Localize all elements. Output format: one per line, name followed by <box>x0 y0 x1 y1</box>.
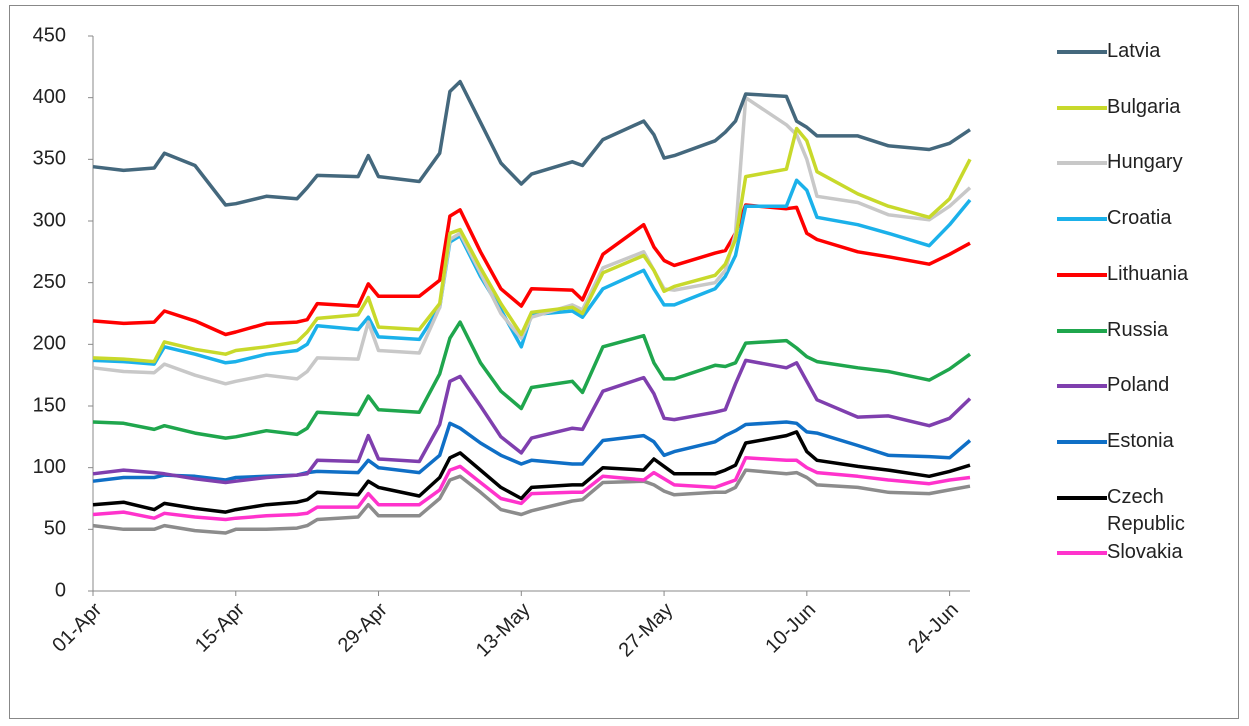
x-tick-label: 01-Apr <box>48 598 106 656</box>
legend-label: Lithuania <box>1107 262 1189 285</box>
series-line <box>92 203 971 337</box>
legend-item: Lithuania <box>1057 261 1227 288</box>
legend-swatch <box>1057 50 1107 54</box>
y-tick-label: 450 <box>33 24 66 46</box>
legend-item: Slovakia <box>1057 539 1227 566</box>
legend-label: Croatia <box>1107 207 1172 230</box>
x-tick-label: 27-May <box>615 599 678 662</box>
legend-label: Latvia <box>1107 40 1161 62</box>
legend-label: Hungary <box>1107 151 1183 174</box>
legend-label: Russia <box>1107 318 1169 341</box>
legend-item: Croatia <box>1057 205 1227 232</box>
legend-item: Hungary <box>1057 149 1227 176</box>
y-tick-label: 100 <box>33 456 66 478</box>
series-line <box>92 420 972 483</box>
legend-label: Bulgaria <box>1107 95 1181 118</box>
series-line <box>92 178 972 366</box>
legend-label: Czech Republic <box>1107 485 1185 535</box>
legend-swatch <box>1057 328 1107 333</box>
series-line <box>92 456 971 522</box>
series-line <box>92 79 971 207</box>
y-tick-label: 150 <box>33 394 66 416</box>
chart-border <box>9 5 1239 719</box>
x-tick-label: 29-Apr <box>334 598 392 656</box>
legend-swatch <box>1057 439 1107 444</box>
y-tick-label: 300 <box>33 209 66 231</box>
y-tick-label: 250 <box>33 271 66 293</box>
legend-item: Estonia <box>1057 428 1227 455</box>
series-line <box>92 430 971 514</box>
legend-item: Latvia <box>1057 38 1227 65</box>
y-tick-label: 0 <box>55 579 66 601</box>
series-line <box>92 95 972 386</box>
legend-label: Poland <box>1107 374 1170 397</box>
legend-swatch <box>1057 495 1107 500</box>
legend-label: Slovakia <box>1107 541 1183 564</box>
series-line <box>92 358 972 485</box>
y-tick-label: 200 <box>33 333 66 355</box>
legend-item: Czech Republic <box>1057 484 1227 538</box>
legend-swatch <box>1057 272 1107 277</box>
legend-item: Bulgaria <box>1057 94 1227 121</box>
legend-item: Russia <box>1057 317 1227 344</box>
legend-item: Poland <box>1057 372 1227 399</box>
y-tick-label: 50 <box>44 518 66 540</box>
x-tick-label: 15-Apr <box>191 598 249 656</box>
legend-swatch <box>1057 217 1107 222</box>
x-tick-label: 13-May <box>472 599 535 662</box>
legend-swatch <box>1057 551 1107 556</box>
legend-label: Estonia <box>1107 429 1174 452</box>
series-line <box>92 126 972 364</box>
y-tick-label: 350 <box>33 148 66 170</box>
x-tick-label: 10-Jun <box>761 599 820 658</box>
y-tick-label: 400 <box>33 86 66 108</box>
legend-swatch <box>1057 105 1107 110</box>
legend-swatch <box>1057 161 1107 166</box>
x-tick-label: 24-Jun <box>904 599 963 658</box>
legend-swatch <box>1057 384 1107 389</box>
series-line <box>92 468 971 535</box>
series-line <box>92 320 972 440</box>
